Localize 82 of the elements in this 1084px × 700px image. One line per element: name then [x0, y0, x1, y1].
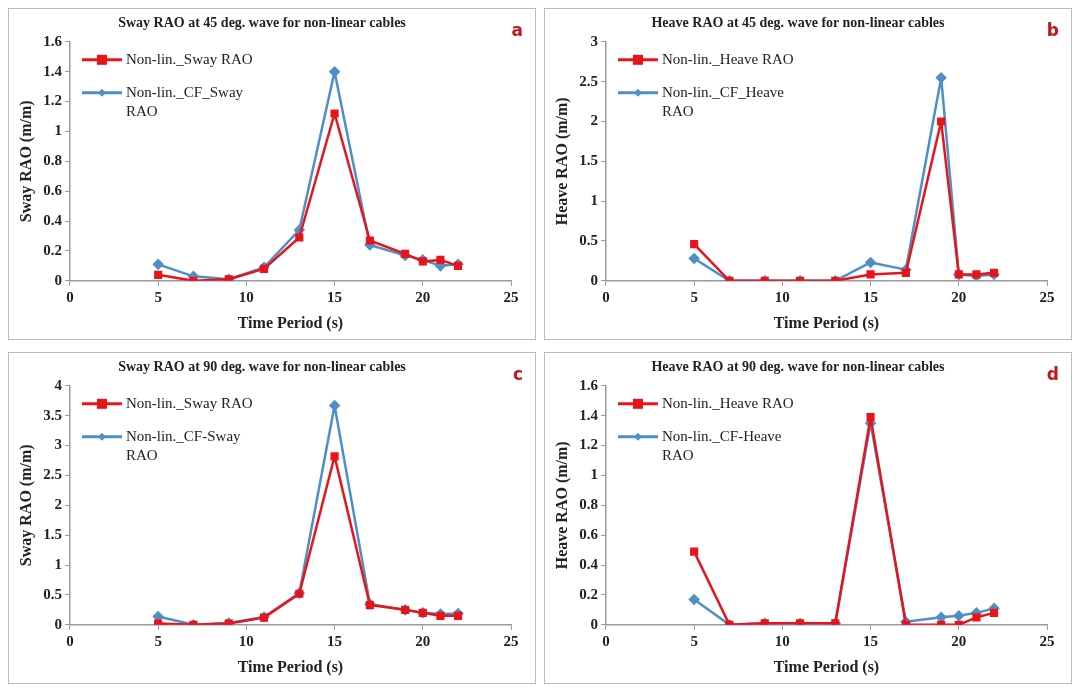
y-tick-label: 1: [54, 555, 62, 572]
y-tick-label: 0.6: [43, 182, 63, 199]
x-tick-label: 15: [863, 288, 879, 305]
y-tick-label: 0: [590, 271, 598, 288]
x-tick-label: 20: [951, 632, 967, 649]
x-axis-title: Time Period (s): [237, 313, 344, 332]
x-tick-label: 15: [327, 632, 343, 649]
y-tick-label: 1.4: [43, 62, 63, 79]
y-tick-label: 0.5: [43, 585, 62, 602]
y-tick-label: 3: [590, 32, 598, 49]
legend-label: Non-lin._Sway RAO: [125, 50, 253, 67]
legend-label: Non-lin._Heave RAO: [661, 50, 794, 67]
y-tick-label: 1.5: [43, 526, 62, 543]
x-tick-label: 0: [602, 632, 610, 649]
x-tick-label: 10: [238, 288, 254, 305]
y-axis-title: Sway RAO (m/m): [16, 100, 35, 223]
x-tick-label: 25: [1039, 632, 1055, 649]
x-tick-label: 0: [66, 632, 74, 649]
y-tick-label: 2.5: [43, 466, 62, 483]
x-tick-label: 15: [863, 632, 879, 649]
y-tick-label: 1.4: [579, 406, 599, 423]
y-tick-label: 1.6: [43, 32, 63, 49]
legend-label: Non-lin._CF-Sway RAO: [125, 427, 242, 463]
y-axis-title: Heave RAO (m/m): [552, 97, 571, 226]
y-tick-label: 0.4: [579, 555, 599, 572]
x-tick-label: 20: [415, 632, 431, 649]
x-tick-label: 10: [238, 632, 254, 649]
x-tick-label: 10: [774, 632, 790, 649]
legend-label: Non-lin._CF-Heave RAO: [661, 427, 782, 463]
x-tick-label: 25: [503, 288, 519, 305]
text: c: [512, 363, 523, 384]
chart-title: Sway RAO at 45 deg. wave for non-linear cables: [118, 15, 407, 31]
y-axis-title: Sway RAO (m/m): [16, 444, 35, 567]
y-tick-label: 1: [54, 122, 62, 139]
y-tick-label: 0.6: [579, 526, 599, 543]
text: a: [511, 19, 523, 40]
y-tick-label: 3.5: [43, 406, 62, 423]
x-tick-label: 20: [951, 288, 967, 305]
x-axis-title: Time Period (s): [237, 657, 344, 676]
y-tick-label: 2: [590, 112, 598, 129]
legend-label: Non-lin._Sway RAO: [125, 394, 253, 411]
y-tick-label: 0.2: [579, 585, 598, 602]
chart-title: Heave RAO at 45 deg. wave for non-linear cables: [651, 15, 946, 31]
y-tick-label: 1.5: [579, 152, 598, 169]
x-tick-label: 5: [154, 632, 162, 649]
y-tick-label: 0: [54, 271, 62, 288]
y-tick-label: 0: [590, 615, 598, 632]
x-tick-label: 10: [774, 288, 790, 305]
y-tick-label: 1.2: [43, 92, 62, 109]
y-tick-label: 0.5: [579, 231, 598, 248]
x-tick-label: 0: [66, 288, 74, 305]
y-tick-label: 0: [54, 615, 62, 632]
y-tick-label: 0.8: [43, 152, 62, 169]
x-axis-title: Time Period (s): [773, 313, 880, 332]
x-tick-label: 25: [1039, 288, 1055, 305]
x-tick-label: 5: [690, 288, 698, 305]
chart-title: Heave RAO at 90 deg. wave for non-linear cables: [651, 359, 946, 375]
x-tick-label: 5: [690, 632, 698, 649]
y-tick-label: 0.8: [579, 496, 598, 513]
y-axis-title: Heave RAO (m/m): [552, 441, 571, 570]
x-axis-title: Time Period (s): [773, 657, 880, 676]
chart-title: Sway RAO at 90 deg. wave for non-linear cables: [118, 359, 407, 375]
y-tick-label: 1.2: [579, 436, 598, 453]
text: b: [1046, 19, 1059, 40]
x-tick-label: 0: [602, 288, 610, 305]
x-tick-label: 15: [327, 288, 343, 305]
x-tick-label: 5: [154, 288, 162, 305]
text: d: [1046, 363, 1059, 384]
y-tick-label: 4: [54, 376, 63, 393]
legend-label: Non-lin._Heave RAO: [661, 394, 794, 411]
x-tick-label: 20: [415, 288, 431, 305]
y-tick-label: 3: [54, 436, 62, 453]
legend-label: Non-lin._CF_Sway RAO: [125, 83, 244, 119]
y-tick-label: 0.2: [43, 241, 62, 258]
y-tick-label: 2: [54, 496, 62, 513]
y-tick-label: 2.5: [579, 72, 598, 89]
y-tick-label: 0.4: [43, 211, 63, 228]
y-tick-label: 1: [590, 192, 598, 209]
y-tick-label: 1: [590, 466, 598, 483]
x-tick-label: 25: [503, 632, 519, 649]
y-tick-label: 1.6: [579, 376, 599, 393]
legend-label: Non-lin._CF_Heave RAO: [661, 83, 785, 119]
